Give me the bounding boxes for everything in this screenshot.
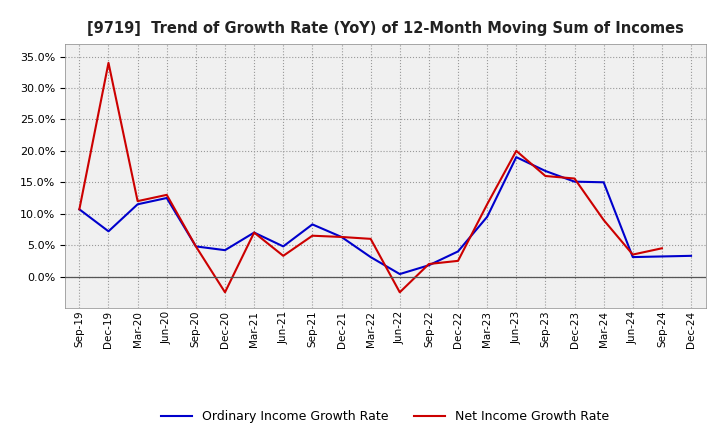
Ordinary Income Growth Rate	[425, 263, 433, 268]
Net Income Growth Rate	[541, 173, 550, 179]
Net Income Growth Rate	[279, 253, 287, 258]
Net Income Growth Rate	[657, 246, 666, 251]
Ordinary Income Growth Rate	[483, 214, 492, 220]
Net Income Growth Rate	[395, 290, 404, 295]
Ordinary Income Growth Rate	[220, 248, 229, 253]
Net Income Growth Rate	[483, 202, 492, 207]
Title: [9719]  Trend of Growth Rate (YoY) of 12-Month Moving Sum of Incomes: [9719] Trend of Growth Rate (YoY) of 12-…	[87, 21, 683, 36]
Ordinary Income Growth Rate	[75, 207, 84, 212]
Ordinary Income Growth Rate	[454, 249, 462, 254]
Net Income Growth Rate	[629, 252, 637, 257]
Legend: Ordinary Income Growth Rate, Net Income Growth Rate: Ordinary Income Growth Rate, Net Income …	[156, 406, 614, 429]
Line: Ordinary Income Growth Rate: Ordinary Income Growth Rate	[79, 157, 691, 274]
Net Income Growth Rate	[220, 290, 229, 295]
Ordinary Income Growth Rate	[657, 254, 666, 259]
Line: Net Income Growth Rate: Net Income Growth Rate	[79, 63, 662, 292]
Net Income Growth Rate	[454, 258, 462, 264]
Net Income Growth Rate	[192, 244, 200, 249]
Net Income Growth Rate	[570, 176, 579, 181]
Net Income Growth Rate	[250, 230, 258, 235]
Ordinary Income Growth Rate	[629, 254, 637, 260]
Ordinary Income Growth Rate	[192, 244, 200, 249]
Ordinary Income Growth Rate	[104, 229, 113, 234]
Ordinary Income Growth Rate	[570, 179, 579, 184]
Ordinary Income Growth Rate	[308, 222, 317, 227]
Ordinary Income Growth Rate	[279, 244, 287, 249]
Net Income Growth Rate	[133, 198, 142, 204]
Ordinary Income Growth Rate	[163, 195, 171, 201]
Net Income Growth Rate	[599, 217, 608, 223]
Net Income Growth Rate	[163, 192, 171, 198]
Ordinary Income Growth Rate	[337, 235, 346, 240]
Ordinary Income Growth Rate	[541, 169, 550, 174]
Net Income Growth Rate	[366, 236, 375, 242]
Ordinary Income Growth Rate	[250, 230, 258, 235]
Net Income Growth Rate	[308, 233, 317, 238]
Ordinary Income Growth Rate	[395, 271, 404, 277]
Ordinary Income Growth Rate	[133, 202, 142, 207]
Net Income Growth Rate	[425, 261, 433, 267]
Ordinary Income Growth Rate	[366, 254, 375, 260]
Net Income Growth Rate	[512, 148, 521, 154]
Ordinary Income Growth Rate	[599, 180, 608, 185]
Net Income Growth Rate	[104, 60, 113, 66]
Ordinary Income Growth Rate	[512, 154, 521, 160]
Net Income Growth Rate	[75, 207, 84, 212]
Net Income Growth Rate	[337, 235, 346, 240]
Ordinary Income Growth Rate	[687, 253, 696, 258]
